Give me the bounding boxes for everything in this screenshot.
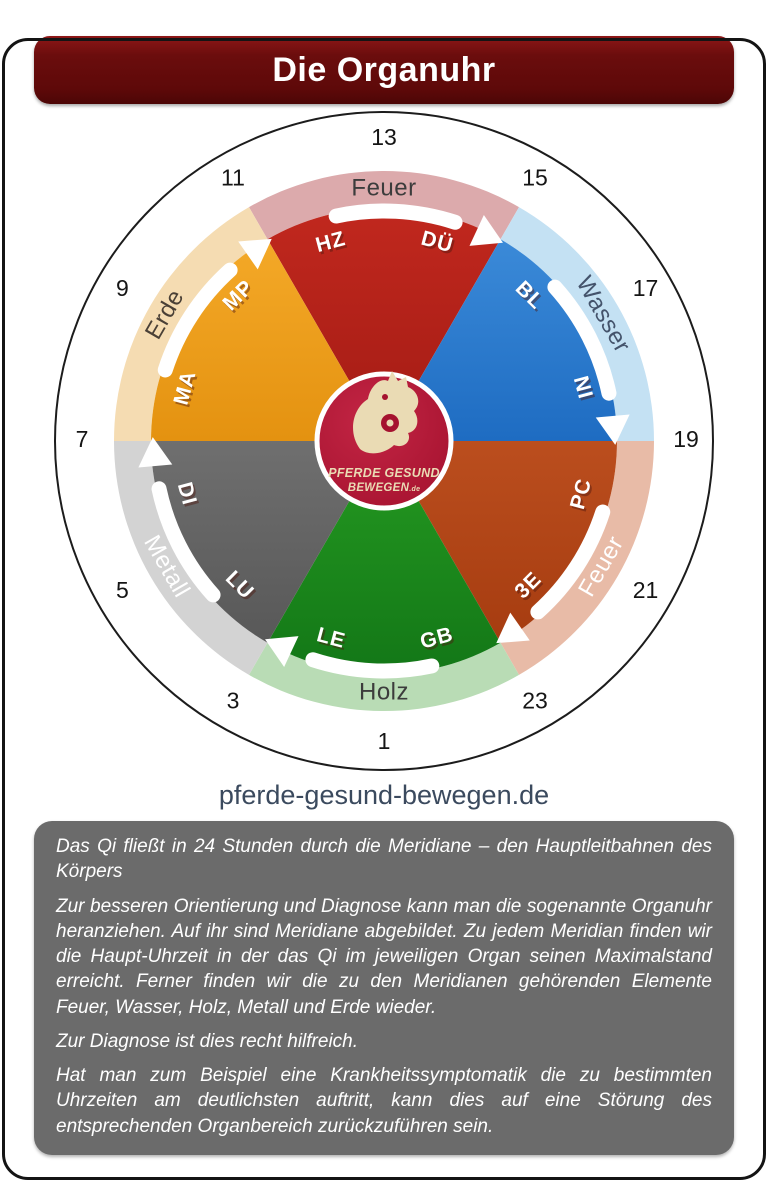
info-paragraph-4: Hat man zum Beispiel eine Krankheitssymp… (56, 1065, 712, 1137)
flow-arrow-head-3 (265, 636, 299, 667)
hour-label-19: 19 (673, 426, 699, 452)
element-label-holz-3: Holz (359, 678, 409, 705)
hour-label-7: 7 (76, 426, 89, 452)
flow-arrow-0 (328, 203, 463, 230)
flow-arrow-5 (157, 262, 238, 378)
flow-arrow-head-5 (238, 238, 272, 270)
hour-label-11: 11 (221, 165, 245, 191)
element-wedge-holz-3 (267, 441, 501, 674)
page-title: Die Organuhr (272, 50, 496, 89)
flow-arrow-head-0 (469, 215, 503, 246)
flow-arrow-head-4 (138, 437, 173, 468)
info-paragraph-1: Das Qi fließt in 24 Stunden durch die Me… (56, 836, 712, 883)
flow-arrow-3 (305, 652, 440, 679)
logo-text-line1: PFERDE GESUND (328, 466, 440, 480)
hour-label-5: 5 (116, 577, 129, 603)
organ-clock-diagram: Feuer Wasser Feuer Holz Metall Erde HZ HZ DÜ DÜ BL… (0, 104, 768, 778)
flow-arrow-4 (151, 481, 221, 603)
flow-arrow-1 (547, 279, 617, 401)
flow-arrow-head-1 (595, 414, 630, 445)
hour-label-23: 23 (522, 688, 548, 714)
title-bar: Die Organuhr (34, 36, 734, 104)
hour-label-9: 9 (116, 275, 129, 301)
info-text-box: Das Qi fließt in 24 Stunden durch die Me… (34, 821, 734, 1155)
clock-outer-circle (54, 111, 714, 771)
hour-label-15: 15 (522, 165, 548, 191)
element-label-feuer-0: Feuer (351, 174, 416, 201)
flow-arrow-head-2 (496, 612, 530, 644)
element-ring-metall-4 (113, 441, 268, 675)
info-paragraph-2: Zur besseren Orientierung und Diagnose k… (56, 895, 712, 1018)
info-paragraph-3: Zur Diagnose ist dies recht hilfreich. (56, 1030, 359, 1052)
hour-label-3: 3 (227, 688, 240, 714)
element-ring-wasser-1 (500, 207, 654, 441)
logo-text-suffix: .de (409, 486, 420, 493)
website-url: pferde-gesund-bewegen.de (218, 780, 550, 810)
flow-arrow-2 (530, 504, 611, 620)
hour-label-13: 13 (371, 124, 397, 150)
hour-label-21: 21 (633, 577, 659, 603)
horse-head-icon (353, 371, 419, 454)
logo-text-line2: BEWEGEN.de (348, 482, 421, 494)
element-wedge-feuer-0 (267, 208, 501, 441)
hour-label-17: 17 (633, 275, 659, 301)
hour-label-1: 1 (378, 728, 391, 754)
center-logo: PFERDE GESUND BEWEGEN.de (314, 371, 454, 511)
